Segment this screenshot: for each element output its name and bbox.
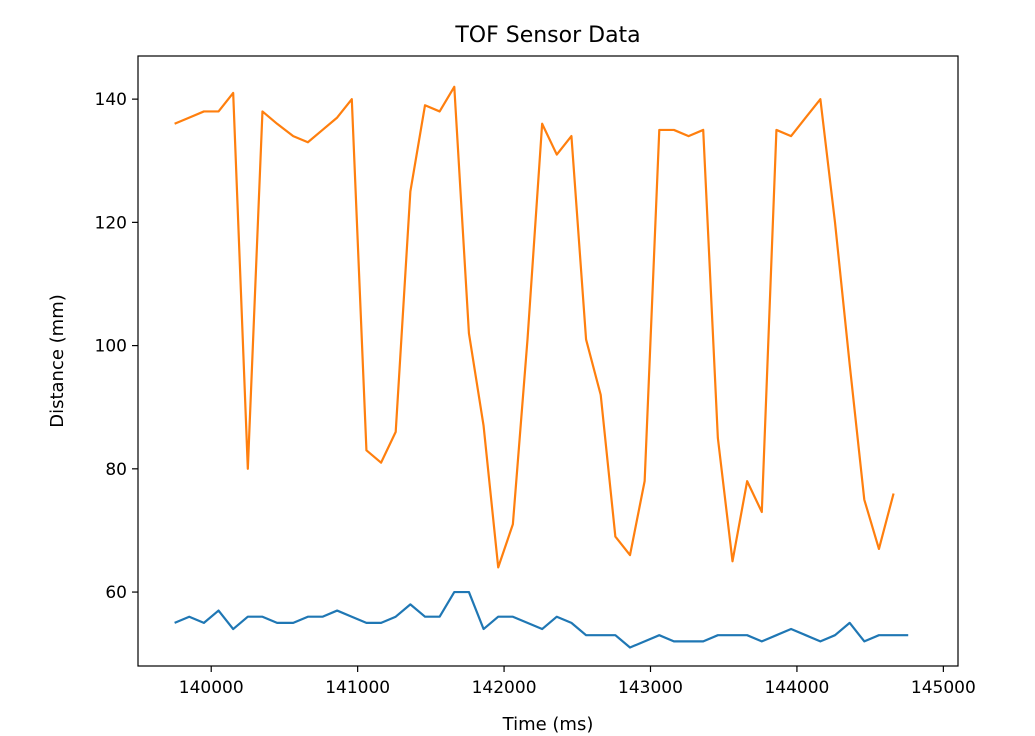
plot-frame [137, 55, 959, 667]
chart-title: TOF Sensor Data [454, 23, 640, 48]
y-tick-label: 120 [95, 213, 127, 233]
x-tick-label: 144000 [764, 678, 829, 698]
y-tick-label: 60 [105, 583, 127, 603]
x-axis-label: Time (ms) [502, 714, 594, 735]
series-1-line [174, 590, 909, 649]
plot-background [138, 56, 958, 666]
y-axis: 60 80 100 120 140 [95, 90, 138, 603]
y-axis-label: Distance (mm) [47, 294, 68, 428]
series-layer [174, 85, 909, 649]
x-tick-label: 143000 [618, 678, 683, 698]
y-tick-label: 100 [95, 337, 127, 357]
x-tick-label: 141000 [325, 678, 390, 698]
x-tick-label: 142000 [472, 678, 537, 698]
x-tick-label: 140000 [179, 678, 244, 698]
y-tick-label: 80 [105, 460, 127, 480]
series-2-line [174, 85, 895, 569]
x-tick-label: 145000 [911, 678, 976, 698]
x-axis: 140000 141000 142000 143000 144000 145000 [179, 666, 976, 698]
y-tick-label: 140 [95, 90, 127, 110]
